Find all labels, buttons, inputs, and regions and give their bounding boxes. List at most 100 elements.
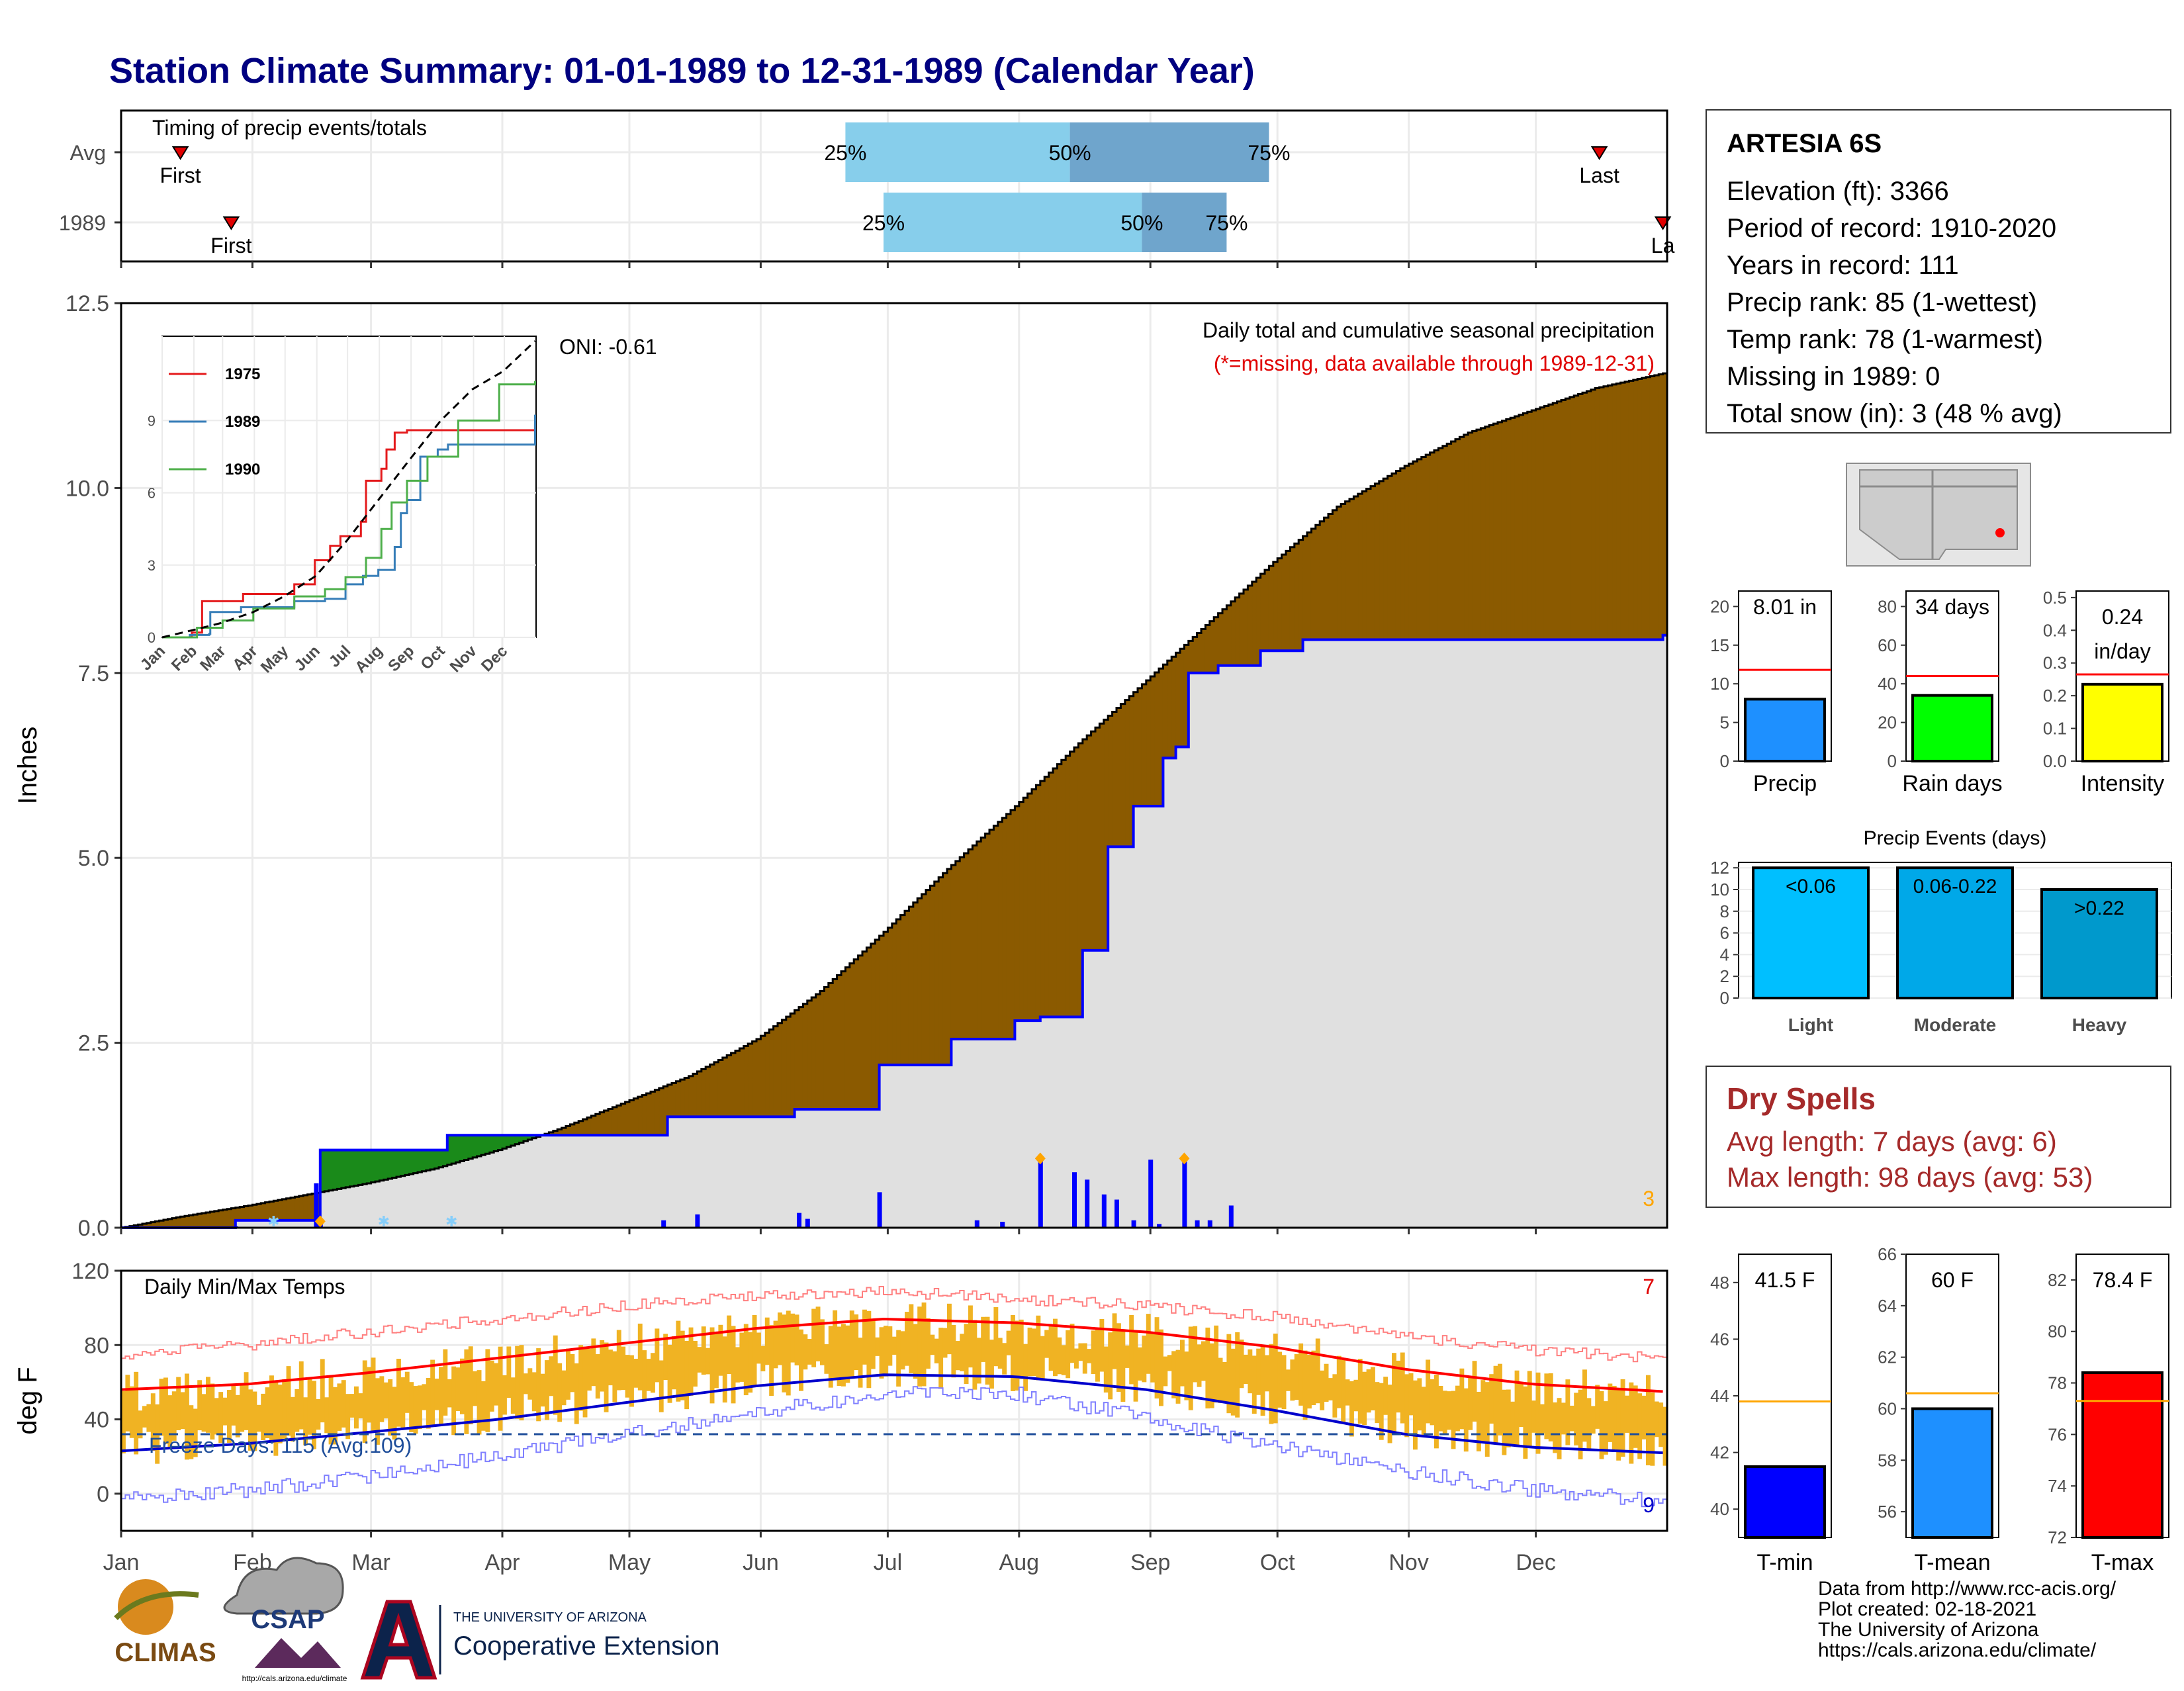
dry-spells-line: Max length: 98 days (avg: 53) [1727, 1162, 2093, 1193]
daily-temp-range-bar [388, 1379, 393, 1436]
daily-temp-range-bar [570, 1353, 575, 1393]
daily-temp-range-bar [769, 1325, 774, 1396]
daily-temp-range-bar [1408, 1373, 1414, 1416]
daily-temp-range-bar [1421, 1387, 1426, 1436]
daily-temp-range-bar [1336, 1355, 1342, 1408]
csap-logo-text: CSAP [251, 1605, 324, 1634]
daily-temp-range-bar [244, 1372, 249, 1430]
credit-line: Plot created: 02-18-2021 [1818, 1598, 2037, 1620]
daily-temp-range-bar [1082, 1343, 1087, 1374]
daily-temp-range-bar [1434, 1375, 1439, 1449]
daily-temp-range-bar [328, 1375, 334, 1445]
daily-temp-range-bar [418, 1385, 422, 1430]
daily-temp-range-bar [1290, 1359, 1295, 1401]
station-line: Missing in 1989: 0 [1727, 362, 1940, 391]
daily-temp-range-bar [557, 1363, 563, 1422]
daily-temp-range-bar [608, 1349, 613, 1386]
daily-temp-range-bar [540, 1373, 545, 1407]
events-category-label: Moderate [1914, 1015, 1996, 1035]
temp-panel-border [120, 1269, 1668, 1532]
precip-y-tick-label: 10.0 [66, 476, 109, 501]
daily-temp-range-bar [362, 1360, 367, 1443]
summary-value-bar [1744, 698, 1826, 762]
daily-precip-bar [1101, 1194, 1107, 1228]
credit-line: https://cals.arizona.edu/climate/ [1818, 1639, 2097, 1661]
csap-logo-cloud [223, 1557, 344, 1615]
daily-temp-range-bar [1015, 1320, 1020, 1391]
daily-precip-bar [1195, 1220, 1200, 1228]
daily-temp-range-bar [298, 1361, 304, 1430]
daily-temp-range-bar [1417, 1378, 1422, 1431]
daily-temp-range-bar [531, 1372, 537, 1412]
timing-bar-50-75 [1069, 122, 1269, 182]
precip-y-axis-label: Inches [13, 727, 42, 805]
daily-temp-range-bar [1484, 1382, 1490, 1457]
events-bar [2040, 888, 2158, 999]
summary-value-bar [2081, 682, 2163, 762]
daily-temp-range-bar [214, 1398, 219, 1435]
summary-y-tick-label: 10 [1710, 674, 1729, 694]
daily-temp-range-bar [464, 1349, 469, 1434]
daily-temp-range-bar [1641, 1395, 1647, 1440]
daily-temp-range-bar [900, 1331, 905, 1370]
precip-y-tick-label: 2.5 [78, 1031, 109, 1056]
daily-temp-range-bar [1188, 1326, 1193, 1410]
daily-temp-range-bar [320, 1359, 325, 1423]
precip-y-tick-label: 0.0 [78, 1216, 109, 1241]
daily-temp-range-bar [1091, 1330, 1096, 1374]
daily-temp-range-bar [430, 1359, 435, 1426]
month-axis-label: Mar [351, 1550, 390, 1575]
daily-temp-range-bar [981, 1316, 986, 1362]
daily-temp-range-bar [693, 1340, 698, 1387]
daily-temp-range-bar [447, 1379, 452, 1408]
daily-temp-range-bar [1002, 1343, 1007, 1375]
daily-temp-range-bar [312, 1381, 316, 1449]
daily-temp-range-bar [295, 1389, 300, 1432]
daily-temp-range-bar [404, 1371, 410, 1413]
daily-temp-range-bar [870, 1319, 876, 1369]
credits-block: Data from http://www.rcc-acis.org/ Plot … [1818, 1578, 2116, 1661]
summary-value-label: 0.24 [2102, 605, 2143, 629]
daily-precip-bar [1182, 1161, 1187, 1228]
summary-value-label: 8.01 in [1753, 595, 1817, 619]
daily-temp-range-bar [1244, 1354, 1248, 1385]
daily-temp-range-bar [1557, 1398, 1562, 1459]
daily-temp-range-bar [887, 1326, 893, 1366]
daily-temp-range-bar [591, 1338, 596, 1387]
timing-label-50: 50% [1120, 211, 1163, 235]
temp-y-tick-label: 80 [84, 1333, 109, 1358]
daily-precip-bar [1000, 1222, 1005, 1228]
daily-temp-range-bar [1535, 1372, 1541, 1454]
events-bar-label: 0.06-0.22 [1913, 876, 1997, 897]
daily-temp-range-bar [473, 1371, 478, 1406]
daily-temp-range-bar [1146, 1314, 1151, 1374]
inset-legend-label: 1975 [225, 365, 260, 383]
daily-temp-range-bar [1472, 1361, 1477, 1422]
daily-temp-range-bar [820, 1319, 825, 1365]
daily-temp-range-bar [536, 1348, 541, 1422]
daily-temp-range-bar [786, 1310, 791, 1396]
daily-temp-range-bar [896, 1330, 901, 1387]
daily-temp-range-bar [1523, 1386, 1528, 1459]
credit-line: The University of Arizona [1818, 1619, 2039, 1641]
daily-temp-range-bar [1175, 1349, 1181, 1404]
record-max-line [121, 1286, 1667, 1363]
daily-temp-range-bar [587, 1348, 592, 1391]
daily-precip-bar [1115, 1199, 1119, 1228]
daily-temp-range-bar [1294, 1354, 1299, 1400]
summary-y-tick-label: 0 [1888, 751, 1897, 771]
daily-temp-range-bar [1061, 1345, 1066, 1375]
daily-temp-range-bar [1324, 1363, 1329, 1402]
daily-temp-range-bar [443, 1349, 448, 1416]
daily-temp-range-bar [1036, 1315, 1041, 1381]
daily-temp-range-bar [1273, 1333, 1278, 1424]
station-line: Elevation (ft): 3366 [1727, 177, 1949, 206]
daily-temp-range-bar [989, 1340, 994, 1389]
daily-temp-range-bar [1205, 1327, 1210, 1409]
timing-label-75: 75% [1205, 211, 1248, 235]
summary-y-tick-label: 0 [1720, 751, 1729, 771]
summary-y-tick-label: 15 [1710, 635, 1729, 655]
daily-temp-range-bar [477, 1370, 482, 1435]
observed-cumulative-fill [121, 635, 1667, 1228]
